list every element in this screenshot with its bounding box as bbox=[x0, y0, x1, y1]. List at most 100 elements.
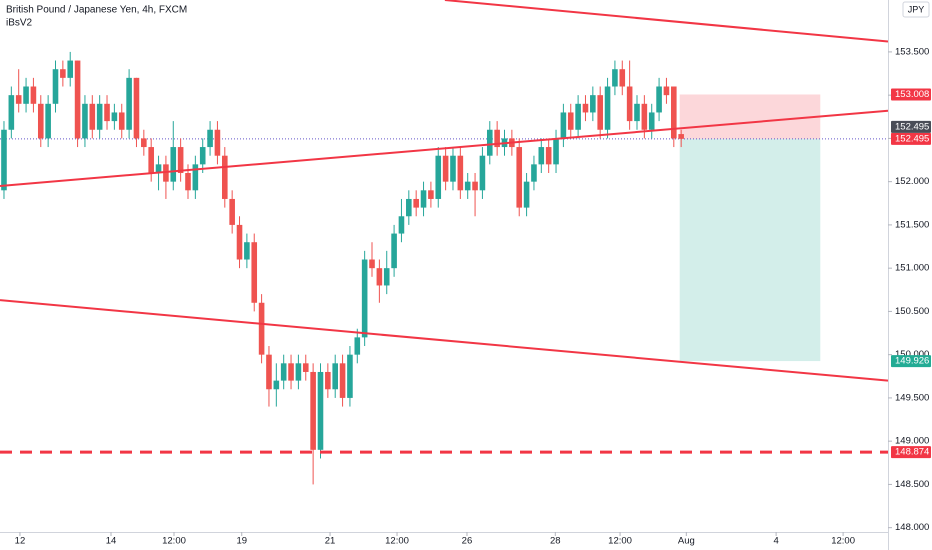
candle-body bbox=[678, 134, 684, 139]
candle-body bbox=[347, 354, 353, 398]
candle-body bbox=[472, 181, 478, 191]
plot-area bbox=[0, 0, 889, 485]
x-tick-label: 12:00 bbox=[831, 536, 855, 547]
price-label: 152.495 bbox=[895, 121, 929, 132]
candle-body bbox=[60, 69, 66, 78]
price-label-bg bbox=[891, 446, 931, 459]
y-tick-label: 153.500 bbox=[895, 46, 929, 57]
trend-line bbox=[0, 109, 889, 187]
candle-body bbox=[258, 302, 265, 355]
x-tick-label: 28 bbox=[550, 536, 561, 547]
candle-body bbox=[177, 147, 184, 174]
candle-body bbox=[538, 147, 545, 165]
price-label: 152.495 bbox=[895, 133, 929, 144]
x-tick-label: 4 bbox=[773, 536, 778, 547]
candle-body bbox=[163, 164, 169, 182]
candle-body bbox=[133, 77, 140, 139]
candle-body bbox=[663, 86, 670, 96]
candle-body bbox=[222, 155, 228, 199]
candle-body bbox=[104, 103, 110, 122]
candle-body bbox=[82, 103, 88, 139]
y-tick-label: 150.500 bbox=[895, 306, 929, 317]
candle-body bbox=[383, 268, 390, 286]
candle-body bbox=[332, 363, 339, 390]
candle-body bbox=[575, 103, 581, 130]
x-tick-label: 12:00 bbox=[162, 536, 186, 547]
price-label: 149.926 bbox=[895, 356, 929, 367]
candle-body bbox=[619, 69, 626, 87]
trend-line bbox=[0, 299, 889, 382]
price-label-bg bbox=[891, 132, 931, 145]
candle-body bbox=[597, 95, 603, 130]
candle-body bbox=[325, 371, 331, 390]
candle-body bbox=[148, 147, 154, 174]
y-tick-label: 148.000 bbox=[895, 522, 929, 533]
stop-zone bbox=[679, 94, 821, 139]
candle-body bbox=[192, 164, 199, 191]
x-tick-label: Aug bbox=[678, 536, 695, 547]
candle-body bbox=[420, 190, 427, 208]
candle-body bbox=[582, 103, 589, 113]
candle-body bbox=[391, 233, 397, 269]
candle-body bbox=[229, 198, 235, 225]
candle-body bbox=[339, 363, 346, 398]
candle-body bbox=[15, 95, 22, 104]
candle-body bbox=[516, 147, 523, 208]
candle-body bbox=[494, 129, 500, 148]
candle-body bbox=[398, 216, 405, 234]
candle-body bbox=[185, 173, 191, 191]
candle-body bbox=[141, 138, 147, 148]
candle-body bbox=[376, 268, 383, 286]
candle-body bbox=[111, 112, 118, 122]
candle-body bbox=[8, 95, 15, 130]
candle-body bbox=[626, 86, 633, 122]
x-tick-label: 14 bbox=[106, 536, 117, 547]
candle-body bbox=[273, 380, 280, 390]
candle-body bbox=[523, 181, 530, 208]
candle-body bbox=[155, 164, 162, 174]
candle-body bbox=[199, 147, 206, 165]
x-tick-label: 12 bbox=[15, 536, 26, 547]
candle-body bbox=[612, 69, 618, 87]
candle-body bbox=[96, 103, 103, 130]
candle-body bbox=[442, 155, 449, 182]
y-tick-label: 149.000 bbox=[895, 436, 929, 447]
currency-badge[interactable] bbox=[902, 1, 930, 18]
candle-body bbox=[236, 224, 243, 260]
x-tick-label: 26 bbox=[462, 536, 473, 547]
candle-body bbox=[310, 371, 316, 450]
x-tick-label: 12:00 bbox=[608, 536, 632, 547]
y-tick-label: 148.500 bbox=[895, 479, 929, 490]
candle-body bbox=[1, 129, 7, 191]
price-label-bg bbox=[891, 88, 931, 101]
candle-body bbox=[479, 155, 486, 191]
trend-line bbox=[444, 0, 889, 43]
candle-body bbox=[369, 259, 375, 269]
indicator-name: iBsV2 bbox=[6, 18, 33, 29]
candle-body bbox=[74, 60, 81, 139]
price-label-bg bbox=[891, 120, 931, 133]
candle-body bbox=[288, 363, 294, 381]
candle-body bbox=[406, 198, 412, 217]
price-label-bg bbox=[891, 355, 931, 368]
target-zone bbox=[679, 138, 821, 362]
candle-body bbox=[295, 363, 302, 381]
candle-body bbox=[23, 86, 29, 104]
candle-body bbox=[590, 95, 596, 113]
candle-body bbox=[531, 164, 537, 182]
candle-body bbox=[126, 77, 132, 130]
candle-body bbox=[30, 86, 37, 104]
candle-body bbox=[317, 371, 324, 450]
currency-label[interactable]: JPY bbox=[908, 4, 925, 14]
candle-body bbox=[67, 60, 74, 78]
candle-body bbox=[553, 138, 559, 165]
price-label: 153.008 bbox=[895, 89, 929, 100]
candle-body bbox=[457, 155, 464, 191]
price-label: 148.874 bbox=[895, 447, 929, 458]
candle-body bbox=[486, 129, 493, 156]
x-tick-label: 19 bbox=[236, 536, 247, 547]
candle-body bbox=[656, 86, 662, 113]
candle-body bbox=[560, 112, 567, 139]
candle-body bbox=[37, 103, 44, 139]
